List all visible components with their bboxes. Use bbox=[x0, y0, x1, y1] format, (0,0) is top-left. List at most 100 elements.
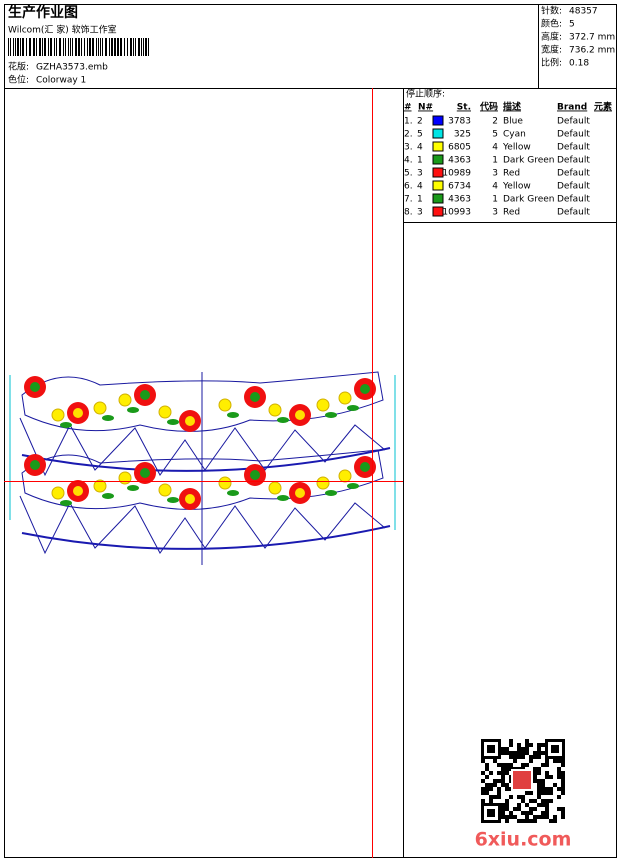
needle: 4 bbox=[417, 182, 423, 192]
qr-cell bbox=[533, 779, 537, 783]
leaf bbox=[325, 412, 337, 418]
qr-cell bbox=[561, 779, 565, 783]
qr-cell bbox=[521, 763, 525, 767]
qr-cell bbox=[533, 755, 537, 759]
bar bbox=[105, 38, 107, 56]
bar bbox=[145, 38, 147, 56]
brand: Default bbox=[557, 169, 590, 179]
qr-cell bbox=[545, 791, 549, 795]
qr-cell bbox=[517, 751, 521, 755]
bar bbox=[36, 38, 37, 56]
qr-cell bbox=[529, 807, 533, 811]
bar bbox=[117, 38, 119, 56]
outline bbox=[21, 449, 384, 510]
bar bbox=[48, 38, 49, 56]
code: 4 bbox=[492, 143, 498, 153]
qr-cell bbox=[505, 771, 509, 775]
yellow-flower bbox=[218, 476, 232, 490]
qr-finder bbox=[487, 745, 495, 753]
bar bbox=[78, 38, 80, 56]
qr-cell bbox=[541, 743, 545, 747]
yellow-flower bbox=[158, 405, 172, 419]
qr-cell bbox=[505, 763, 509, 767]
qr-cell bbox=[557, 767, 561, 771]
needle: 3 bbox=[417, 208, 423, 218]
stat-value: 5 bbox=[569, 20, 575, 30]
qr-cell bbox=[501, 771, 505, 775]
code: 5 bbox=[492, 130, 498, 140]
leaf bbox=[347, 405, 359, 411]
brand: Default bbox=[557, 156, 590, 166]
bar bbox=[109, 38, 110, 56]
brand: Default bbox=[557, 182, 590, 192]
bar bbox=[124, 38, 125, 56]
qr-cell bbox=[541, 787, 545, 791]
bar bbox=[39, 38, 41, 56]
qr-cell bbox=[561, 807, 565, 811]
qr-cell bbox=[481, 787, 485, 791]
bar bbox=[141, 38, 142, 56]
bar bbox=[133, 38, 134, 56]
qr-finder bbox=[487, 809, 495, 817]
qr-cell bbox=[545, 759, 549, 763]
bar bbox=[68, 38, 69, 56]
bar bbox=[130, 38, 132, 56]
qr-cell bbox=[533, 799, 537, 803]
bar bbox=[143, 38, 144, 56]
qr-cell bbox=[537, 791, 541, 795]
qr-cell bbox=[557, 787, 561, 791]
qr-cell bbox=[509, 743, 513, 747]
qr-cell bbox=[537, 787, 541, 791]
bar bbox=[127, 38, 128, 56]
flower-center bbox=[250, 392, 260, 402]
bar bbox=[111, 38, 113, 56]
qr-cell bbox=[533, 771, 537, 775]
needle: 4 bbox=[417, 143, 423, 153]
qr-cell bbox=[501, 779, 505, 783]
qr-cell bbox=[509, 795, 513, 799]
qr-cell bbox=[529, 791, 533, 795]
qr-cell bbox=[505, 815, 509, 819]
qr-cell bbox=[485, 791, 489, 795]
qr-cell bbox=[553, 783, 557, 787]
qr-cell bbox=[561, 783, 565, 787]
qr-cell bbox=[557, 795, 561, 799]
title: 生产作业图 bbox=[8, 4, 78, 21]
qr-cell bbox=[541, 815, 545, 819]
qr-cell bbox=[485, 767, 489, 771]
qr-cell bbox=[529, 743, 533, 747]
row-number: 6. bbox=[404, 182, 413, 192]
flower-center bbox=[73, 408, 83, 418]
row-number: 3. bbox=[404, 143, 413, 153]
bar bbox=[81, 38, 82, 56]
bar bbox=[50, 38, 52, 56]
qr-cell bbox=[481, 759, 485, 763]
leaf bbox=[277, 417, 289, 423]
code: 1 bbox=[492, 156, 498, 166]
description: Yellow bbox=[502, 182, 531, 192]
bar bbox=[102, 38, 103, 56]
qr-cell bbox=[493, 795, 497, 799]
code: 2 bbox=[492, 117, 498, 127]
qr-cell bbox=[497, 779, 501, 783]
stat-value: 736.2 mm bbox=[569, 46, 615, 56]
description: Red bbox=[503, 208, 520, 218]
qr-cell bbox=[517, 795, 521, 799]
leaf bbox=[167, 419, 179, 425]
qr-cell bbox=[553, 815, 557, 819]
needle: 2 bbox=[417, 117, 423, 127]
qr-logo bbox=[511, 769, 533, 791]
qr-cell bbox=[545, 799, 549, 803]
bar bbox=[92, 38, 94, 56]
qr-cell bbox=[525, 751, 529, 755]
qr-cell bbox=[489, 799, 493, 803]
qr-cell bbox=[533, 751, 537, 755]
stitches: 6805 bbox=[448, 143, 471, 153]
qr-cell bbox=[557, 771, 561, 775]
stitches: 4363 bbox=[448, 195, 471, 205]
yellow-flower bbox=[268, 481, 282, 495]
needle: 1 bbox=[417, 195, 423, 205]
qr-cell bbox=[533, 815, 537, 819]
yellow-flower bbox=[93, 401, 107, 415]
qr-cell bbox=[549, 787, 553, 791]
